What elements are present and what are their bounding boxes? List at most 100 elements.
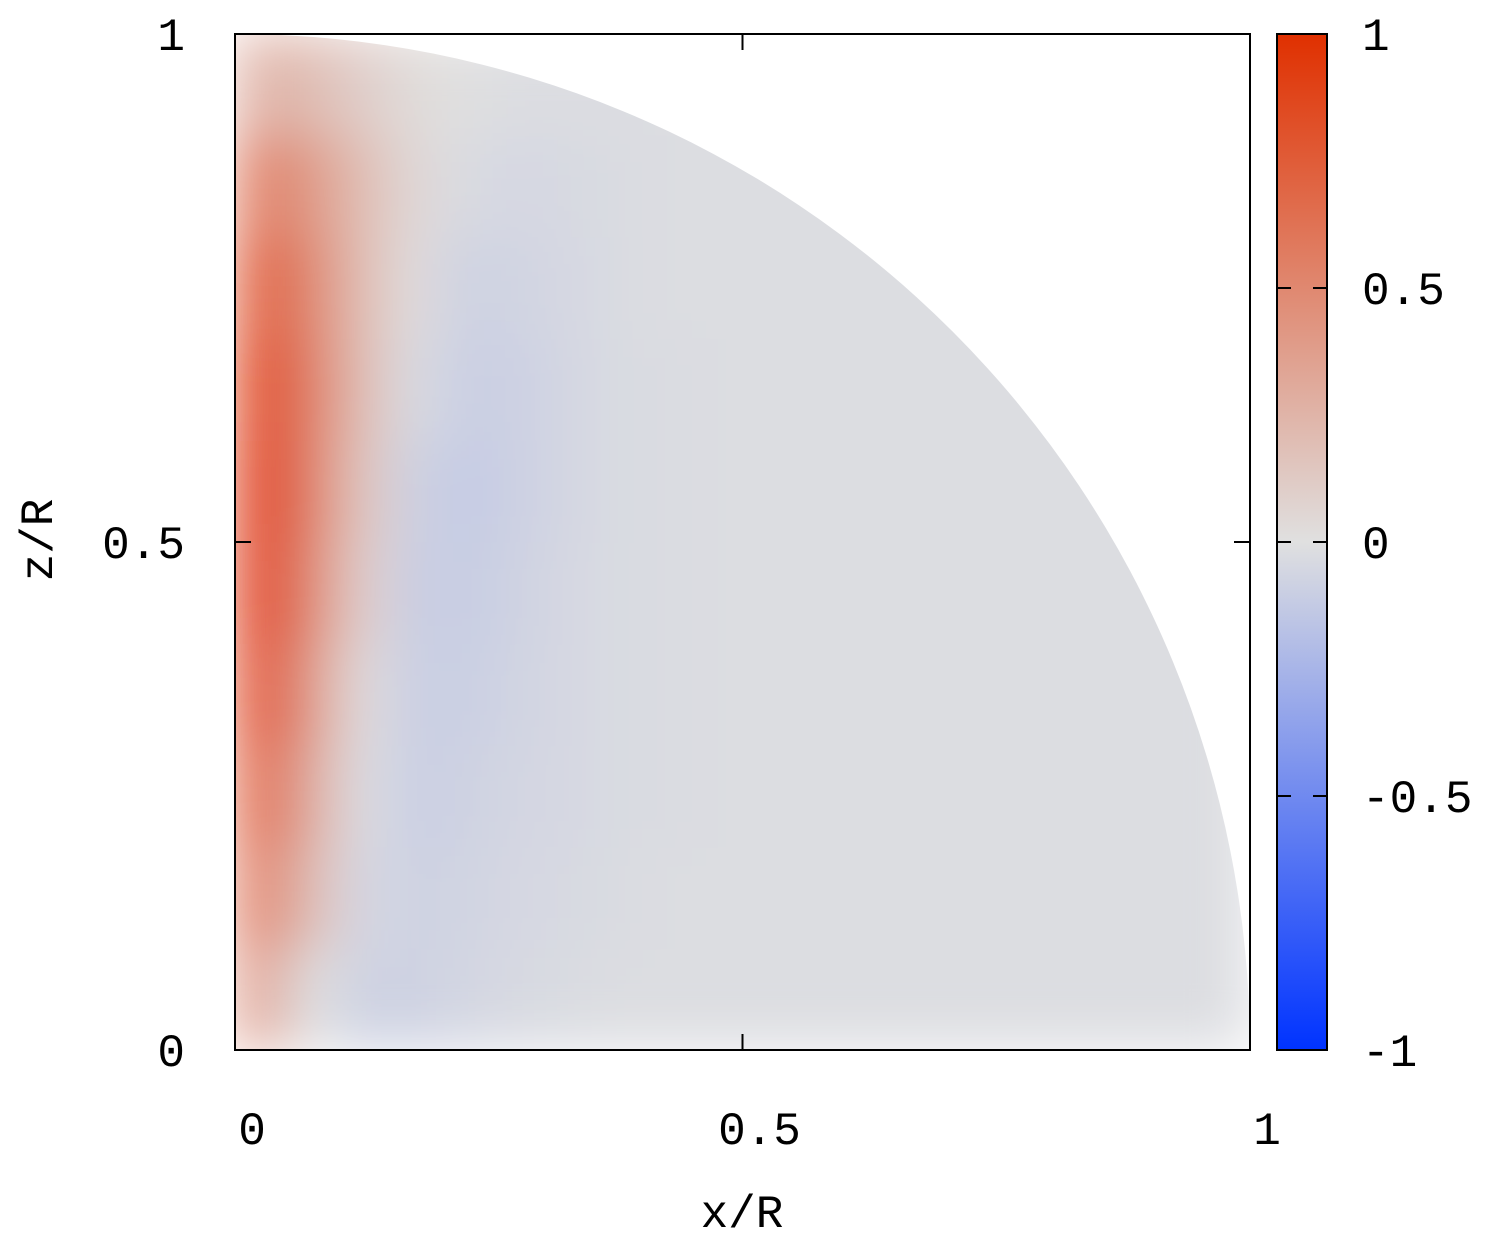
heat-cell (945, 135, 997, 238)
heat-cell (742, 846, 794, 949)
heat-cell (995, 34, 1048, 137)
heat-cell (894, 439, 946, 543)
heat-cell (386, 846, 439, 949)
heat-cell (792, 541, 845, 645)
x-tick-label: 0 (238, 1106, 266, 1158)
heat-cell (1046, 744, 1099, 848)
heat-cell (945, 34, 997, 137)
heat-cell (1148, 236, 1200, 340)
heat-cell (691, 236, 743, 340)
heat-cell (386, 135, 439, 238)
heat-cell (1148, 135, 1200, 238)
heat-cell (1046, 338, 1099, 441)
heat-cell (894, 643, 946, 746)
heat-cell (691, 846, 743, 949)
heat-cell (1148, 541, 1200, 645)
heat-cell (945, 947, 997, 1050)
heat-cell (1198, 744, 1250, 848)
heat-cell (945, 744, 997, 848)
heat-cell (1046, 846, 1099, 949)
heat-cell (1046, 541, 1099, 645)
heat-cell (1097, 338, 1149, 441)
heat-cell (285, 135, 337, 238)
heat-cell (1198, 236, 1250, 340)
heat-cell (691, 947, 743, 1050)
x-tick-label: 0.5 (718, 1106, 801, 1158)
heat-cell (488, 744, 540, 848)
heat-cell (995, 338, 1048, 441)
heat-cell (995, 541, 1048, 645)
heat-cell (742, 744, 794, 848)
heat-cell (589, 338, 642, 441)
heat-cell (995, 947, 1048, 1050)
heat-cell (437, 135, 490, 238)
heat-cell (437, 744, 490, 848)
heat-cell (945, 846, 997, 949)
y-axis-label: z/R (14, 499, 66, 582)
heat-cell (589, 541, 642, 645)
heat-cell (1198, 338, 1250, 441)
heat-cell (1148, 947, 1200, 1050)
heat-cell (691, 439, 743, 543)
heat-cell (285, 947, 337, 1050)
heat-cell (640, 338, 693, 441)
heat-cell (285, 34, 337, 137)
heat-cell (691, 135, 743, 238)
heat-cell (843, 439, 896, 543)
heat-cell (995, 439, 1048, 543)
y-tick-label: 0.5 (102, 520, 185, 572)
heat-cell (539, 439, 591, 543)
heat-cell (539, 338, 591, 441)
heat-cell (235, 439, 287, 543)
heat-cell (691, 541, 743, 645)
heat-cell (691, 338, 743, 441)
heat-cell (437, 541, 490, 645)
heat-cell (488, 236, 540, 340)
heat-cell (437, 947, 490, 1050)
heat-cell (742, 643, 794, 746)
heat-cell (742, 541, 794, 645)
colorbar-tick-label: 0 (1362, 520, 1390, 572)
heat-cell (488, 338, 540, 441)
heat-cell (1148, 643, 1200, 746)
heat-cell (285, 236, 337, 340)
heat-cell (336, 643, 388, 746)
heat-cell (894, 744, 946, 848)
heat-cell (488, 947, 540, 1050)
heat-cell (285, 643, 337, 746)
heat-cell (488, 34, 540, 137)
heat-cell (1097, 947, 1149, 1050)
heat-cell (1097, 541, 1149, 645)
heat-cell (1148, 439, 1200, 543)
heat-cell (792, 338, 845, 441)
heat-cell (488, 439, 540, 543)
y-tick-label: 0 (157, 1028, 185, 1080)
heat-cell (894, 338, 946, 441)
heat-cell (945, 236, 997, 340)
heat-cell (488, 846, 540, 949)
heat-cell (843, 643, 896, 746)
heat-cell (589, 439, 642, 543)
heat-cell (539, 744, 591, 848)
heat-cell (285, 439, 337, 543)
heat-cell (386, 541, 439, 645)
colorbar-tick-label: 1 (1362, 12, 1390, 64)
heat-cell (640, 135, 693, 238)
heat-cell (894, 34, 946, 137)
heat-cell (386, 338, 439, 441)
heat-cell (386, 236, 439, 340)
heat-cell (336, 34, 388, 137)
heat-cell (336, 846, 388, 949)
heat-cell (336, 338, 388, 441)
heat-cell (640, 643, 693, 746)
heat-cell (1198, 135, 1250, 238)
y-tick-label: 1 (157, 12, 185, 64)
heat-cell (742, 34, 794, 137)
heat-cell (589, 846, 642, 949)
heat-cell (843, 846, 896, 949)
heat-cell (640, 236, 693, 340)
heat-cell (336, 541, 388, 645)
colorbar-tick-label: -1 (1362, 1028, 1417, 1080)
heat-cell (1097, 846, 1149, 949)
